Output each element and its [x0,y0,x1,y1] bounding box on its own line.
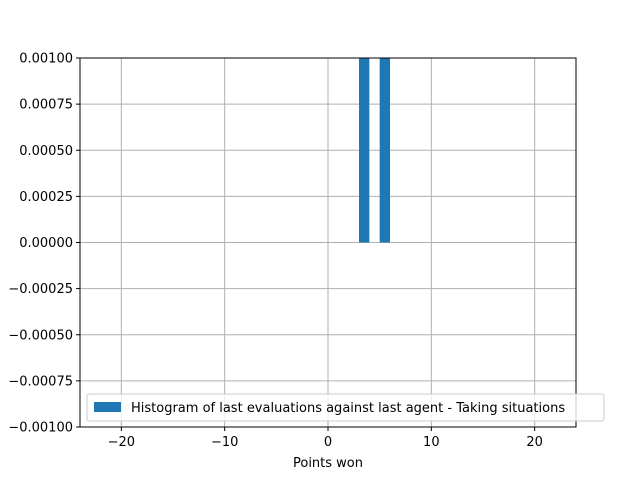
legend-box [86,393,605,422]
x-tick-label: −20 [108,435,135,450]
y-axis-ticks: 0.00100 0.00075 0.00050 0.00025 0.00000 −0.00… [8,52,80,436]
legend: Histogram of last evaluations against la… [86,393,605,422]
y-tick-label: 0.00050 [19,144,73,159]
histogram-bar [359,58,370,243]
x-axis-label: Points won [293,456,363,471]
x-tick-label: 0 [324,435,332,450]
y-tick-label: −0.00075 [8,374,73,389]
x-tick-label: 10 [423,435,440,450]
x-tick-label: −10 [211,435,238,450]
legend-label: Histogram of last evaluations against la… [131,401,565,416]
histogram-bar [379,58,390,243]
bars [359,58,390,243]
y-tick-label: 0.00025 [19,190,73,205]
y-tick-label: 0.00075 [19,98,73,113]
legend-swatch [94,402,121,412]
y-tick-label: −0.00025 [8,282,73,297]
y-tick-label: −0.00050 [8,328,73,343]
x-axis-ticks: −20 −10 0 10 20 [108,427,543,450]
y-tick-label: 0.00000 [19,236,73,251]
y-tick-label: −0.00100 [8,421,73,436]
y-tick-label: 0.00100 [19,52,73,67]
x-tick-label: 20 [526,435,543,450]
grid-lines [80,57,576,428]
